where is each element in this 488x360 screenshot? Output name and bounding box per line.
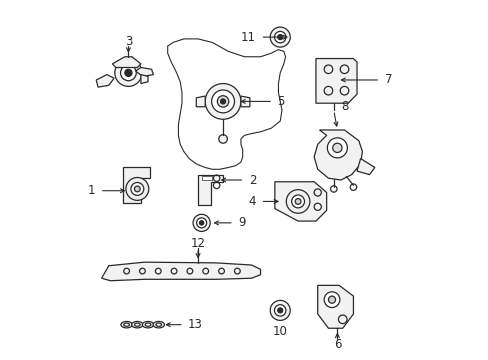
Text: 6: 6 xyxy=(333,338,341,351)
Ellipse shape xyxy=(142,321,153,328)
Ellipse shape xyxy=(121,321,132,328)
Ellipse shape xyxy=(131,321,143,328)
Text: 10: 10 xyxy=(272,325,287,338)
Circle shape xyxy=(115,59,142,86)
Circle shape xyxy=(326,138,346,158)
Polygon shape xyxy=(135,67,153,76)
Circle shape xyxy=(121,65,136,81)
Ellipse shape xyxy=(156,323,162,326)
Text: 2: 2 xyxy=(248,174,256,186)
Text: 7: 7 xyxy=(384,73,391,86)
Circle shape xyxy=(124,69,132,76)
Polygon shape xyxy=(241,96,249,107)
Ellipse shape xyxy=(123,323,129,326)
Circle shape xyxy=(332,143,341,153)
Text: 13: 13 xyxy=(188,318,203,331)
Circle shape xyxy=(134,186,140,192)
Polygon shape xyxy=(196,96,205,107)
Circle shape xyxy=(270,300,290,320)
Polygon shape xyxy=(356,158,374,175)
Circle shape xyxy=(277,35,282,40)
Text: 4: 4 xyxy=(248,195,256,208)
Circle shape xyxy=(211,90,234,113)
Polygon shape xyxy=(315,59,356,103)
Circle shape xyxy=(131,183,143,195)
Polygon shape xyxy=(123,167,149,203)
Circle shape xyxy=(125,177,148,201)
Circle shape xyxy=(330,186,336,192)
Circle shape xyxy=(217,96,228,107)
Circle shape xyxy=(285,190,309,213)
Polygon shape xyxy=(274,182,326,221)
Polygon shape xyxy=(102,262,260,281)
Circle shape xyxy=(277,308,282,313)
Text: 12: 12 xyxy=(190,237,205,250)
Polygon shape xyxy=(96,75,114,87)
Circle shape xyxy=(274,31,285,43)
Text: 9: 9 xyxy=(238,216,245,229)
Circle shape xyxy=(196,218,206,228)
Text: 11: 11 xyxy=(240,31,255,44)
Circle shape xyxy=(193,214,210,231)
Text: 5: 5 xyxy=(277,95,284,108)
Circle shape xyxy=(291,195,304,208)
Polygon shape xyxy=(201,176,212,180)
Circle shape xyxy=(328,296,335,303)
Circle shape xyxy=(274,305,285,316)
Polygon shape xyxy=(198,175,223,205)
Circle shape xyxy=(199,221,203,225)
Circle shape xyxy=(295,199,300,204)
Circle shape xyxy=(349,184,356,190)
Polygon shape xyxy=(313,130,362,180)
Polygon shape xyxy=(141,75,148,84)
Text: 8: 8 xyxy=(340,100,347,113)
Circle shape xyxy=(218,135,227,143)
Polygon shape xyxy=(317,285,353,328)
Ellipse shape xyxy=(153,321,164,328)
Text: 1: 1 xyxy=(88,184,95,197)
Text: 3: 3 xyxy=(124,35,132,48)
Circle shape xyxy=(324,292,339,307)
Circle shape xyxy=(205,84,241,119)
Circle shape xyxy=(270,27,290,47)
Ellipse shape xyxy=(134,323,140,326)
Ellipse shape xyxy=(145,323,151,326)
Circle shape xyxy=(220,99,225,104)
Polygon shape xyxy=(112,57,141,67)
